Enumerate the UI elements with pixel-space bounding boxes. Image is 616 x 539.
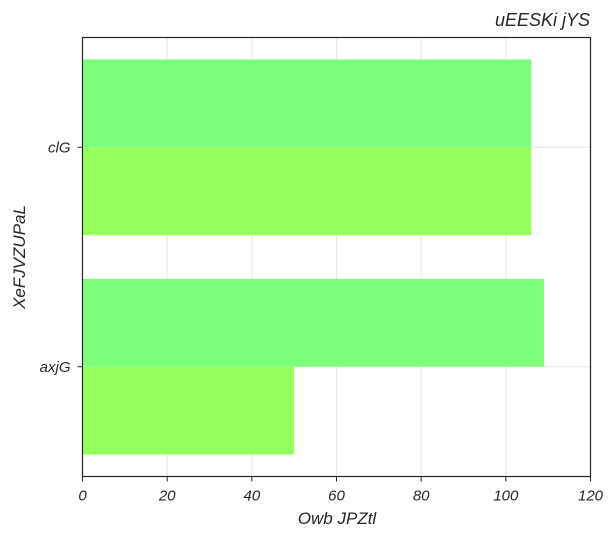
x-tick-label-2: 40 <box>243 488 260 505</box>
bar-clG-series-1 <box>82 59 532 148</box>
y-axis-label: XeFJVZUPaL <box>10 205 29 310</box>
x-tick-label-0: 0 <box>78 488 87 505</box>
chart-title: uEESKi jYS <box>495 10 590 30</box>
y-tick-label-0: clG <box>48 139 71 156</box>
x-tick-label-1: 20 <box>158 488 176 505</box>
x-axis-label: Owb JPZtl <box>298 509 378 528</box>
bar-axjG-series-2 <box>82 366 295 455</box>
x-tick-label-6: 120 <box>578 488 604 505</box>
x-tick-label-4: 80 <box>413 488 430 505</box>
bars <box>82 59 544 455</box>
x-tick-label-3: 60 <box>328 488 345 505</box>
y-axis-ticks: clG axjG <box>40 139 83 376</box>
bar-clG-series-2 <box>82 147 532 236</box>
y-tick-label-1: axjG <box>40 359 71 376</box>
x-axis-ticks: 0 20 40 60 80 100 120 <box>78 476 604 505</box>
x-tick-label-5: 100 <box>493 488 519 505</box>
bar-axjG-series-1 <box>82 278 544 367</box>
